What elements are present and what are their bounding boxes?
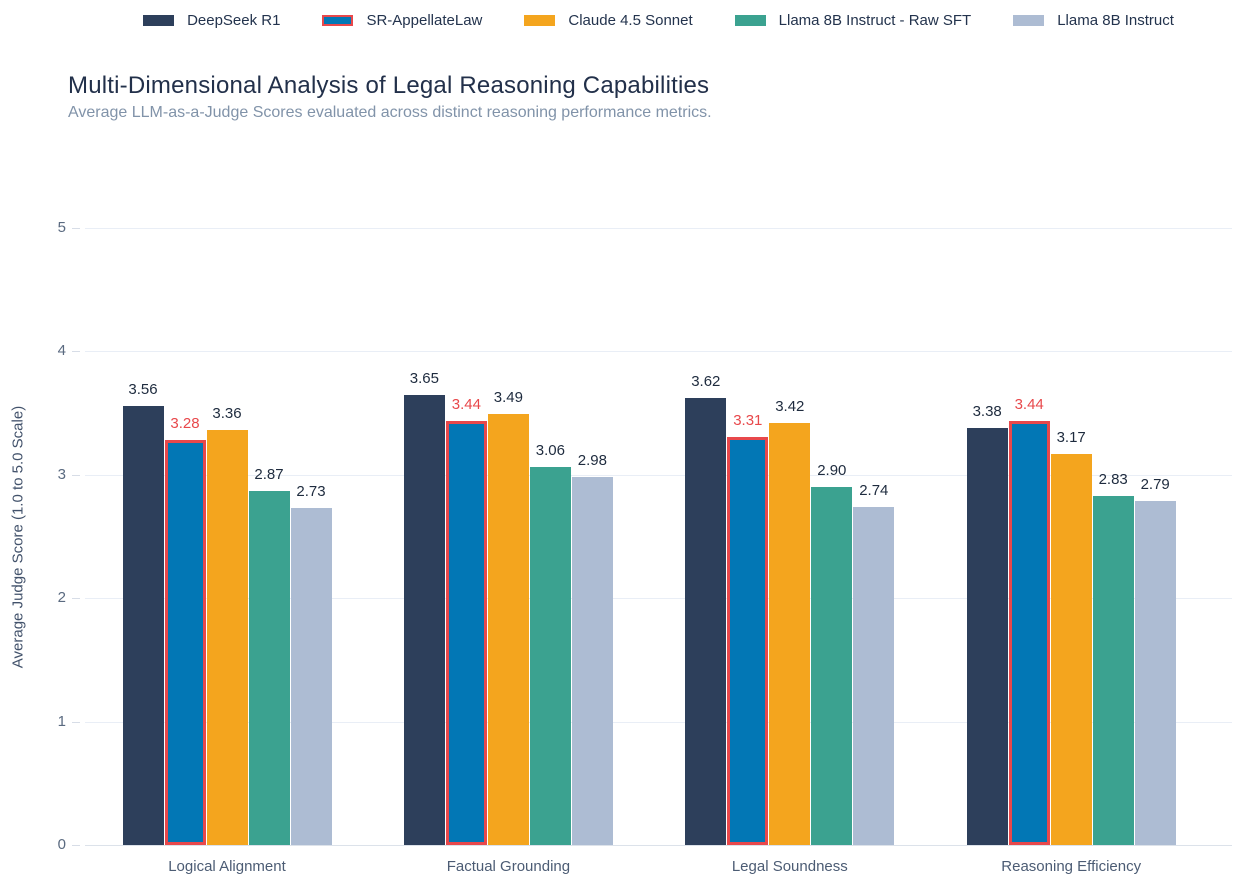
y-tick-mark [72,351,80,353]
bar-deepseek-r1-4[interactable] [966,427,1008,845]
bar-value-label: 3.17 [1056,428,1086,446]
chart-legend: DeepSeek R1 SR-AppellateLaw Claude 4.5 Son… [85,12,1232,29]
x-category-label-4: Reasoning Efficiency [1001,858,1142,875]
bar-value-label: 3.56 [128,380,158,398]
bar-llama-8b-instruct-2[interactable] [571,477,613,845]
gridline-y-5 [85,228,1232,229]
bar-llama-8b-instruct-raw-sft-4[interactable] [1092,495,1134,845]
bar-value-label: 2.87 [254,465,284,483]
legend-swatch-icon [143,15,175,26]
bar-llama-8b-instruct-1[interactable] [290,508,332,845]
y-tick-mark [72,845,80,846]
y-tick-label: 3 [57,465,66,483]
legend-item-1[interactable]: DeepSeek R1 [143,12,280,29]
legend-label: SR-AppellateLaw [366,12,483,29]
bar-value-label: 3.65 [409,369,439,387]
bar-value-label: 2.83 [1098,470,1128,488]
bar-value-label: 2.90 [817,462,847,480]
y-tick-label: 2 [57,589,66,607]
y-tick-label: 0 [57,836,66,853]
bar-claude-4-5-sonnet-1[interactable] [206,430,248,845]
legend-label: Claude 4.5 Sonnet [568,12,693,29]
legend-item-5[interactable]: Llama 8B Instruct [1013,12,1174,29]
bar-sr-appellatelaw-4[interactable] [1008,420,1050,845]
bar-deepseek-r1-1[interactable] [122,405,164,845]
bar-deepseek-r1-3[interactable] [685,398,727,845]
bar-claude-4-5-sonnet-2[interactable] [487,414,529,845]
x-category-label-1: Logical Alignment [168,858,286,875]
bar-value-label: 3.31 [733,411,763,429]
bar-sr-appellatelaw-2[interactable] [445,420,487,845]
bar-value-label: 3.36 [212,405,242,423]
bar-value-label: 3.44 [451,395,481,413]
legend-label: Llama 8B Instruct [1057,12,1174,29]
y-axis-title: Average Judge Score (1.0 to 5.0 Scale) [9,405,27,669]
legend-item-3[interactable]: Claude 4.5 Sonnet [524,12,693,29]
chart-subtitle: Average LLM-as-a-Judge Scores evaluated … [68,104,712,121]
y-tick-mark [72,721,80,723]
bar-value-label: 2.74 [859,481,889,499]
y-tick-mark [72,598,80,600]
bar-llama-8b-instruct-raw-sft-2[interactable] [529,467,571,845]
x-category-label-3: Legal Soundness [731,858,848,875]
bar-llama-8b-instruct-4[interactable] [1134,500,1176,845]
legend-swatch-icon [524,15,556,26]
bar-llama-8b-instruct-raw-sft-1[interactable] [248,490,290,845]
gridline-y-0 [85,845,1232,846]
bar-value-label: 3.06 [535,442,565,460]
y-tick-label: 4 [57,342,66,360]
bar-value-label: 3.49 [493,389,523,407]
bar-llama-8b-instruct-3[interactable] [853,506,895,845]
legend-label: DeepSeek R1 [187,12,281,29]
bar-value-label: 3.42 [775,397,805,415]
bar-claude-4-5-sonnet-4[interactable] [1050,453,1092,845]
bar-llama-8b-instruct-raw-sft-3[interactable] [811,487,853,845]
gridline-y-4 [85,351,1232,353]
gridline-y-3 [85,474,1232,476]
legend-item-2[interactable]: SR-AppellateLaw [322,12,482,29]
legend-swatch-icon [734,15,766,26]
legend-item-4[interactable]: Llama 8B Instruct - Raw SFT [734,12,972,29]
bar-deepseek-r1-2[interactable] [403,394,445,845]
gridline-y-2 [85,598,1232,600]
legend-swatch-icon [322,15,354,26]
y-tick-mark [72,228,80,229]
bar-value-label: 3.38 [972,402,1002,420]
bar-sr-appellatelaw-1[interactable] [164,440,206,845]
bar-value-label: 2.98 [577,452,607,470]
bar-value-label: 2.73 [296,483,326,501]
gridline-y-1 [85,721,1232,723]
y-tick-mark [72,474,80,476]
bar-value-label: 2.79 [1140,475,1170,493]
legend-label: Llama 8B Instruct - Raw SFT [778,12,972,29]
legend-swatch-icon [1013,15,1045,26]
bar-claude-4-5-sonnet-3[interactable] [769,422,811,845]
bar-value-label: 3.62 [691,373,721,391]
bar-value-label: 3.44 [1014,395,1044,413]
bar-sr-appellatelaw-3[interactable] [727,436,769,845]
y-tick-label: 1 [57,712,66,730]
bar-value-label: 3.28 [170,415,200,433]
y-tick-label: 5 [57,219,66,236]
x-category-label-2: Factual Grounding [446,858,571,875]
chart-title: Multi-Dimensional Analysis of Legal Reas… [68,72,710,99]
